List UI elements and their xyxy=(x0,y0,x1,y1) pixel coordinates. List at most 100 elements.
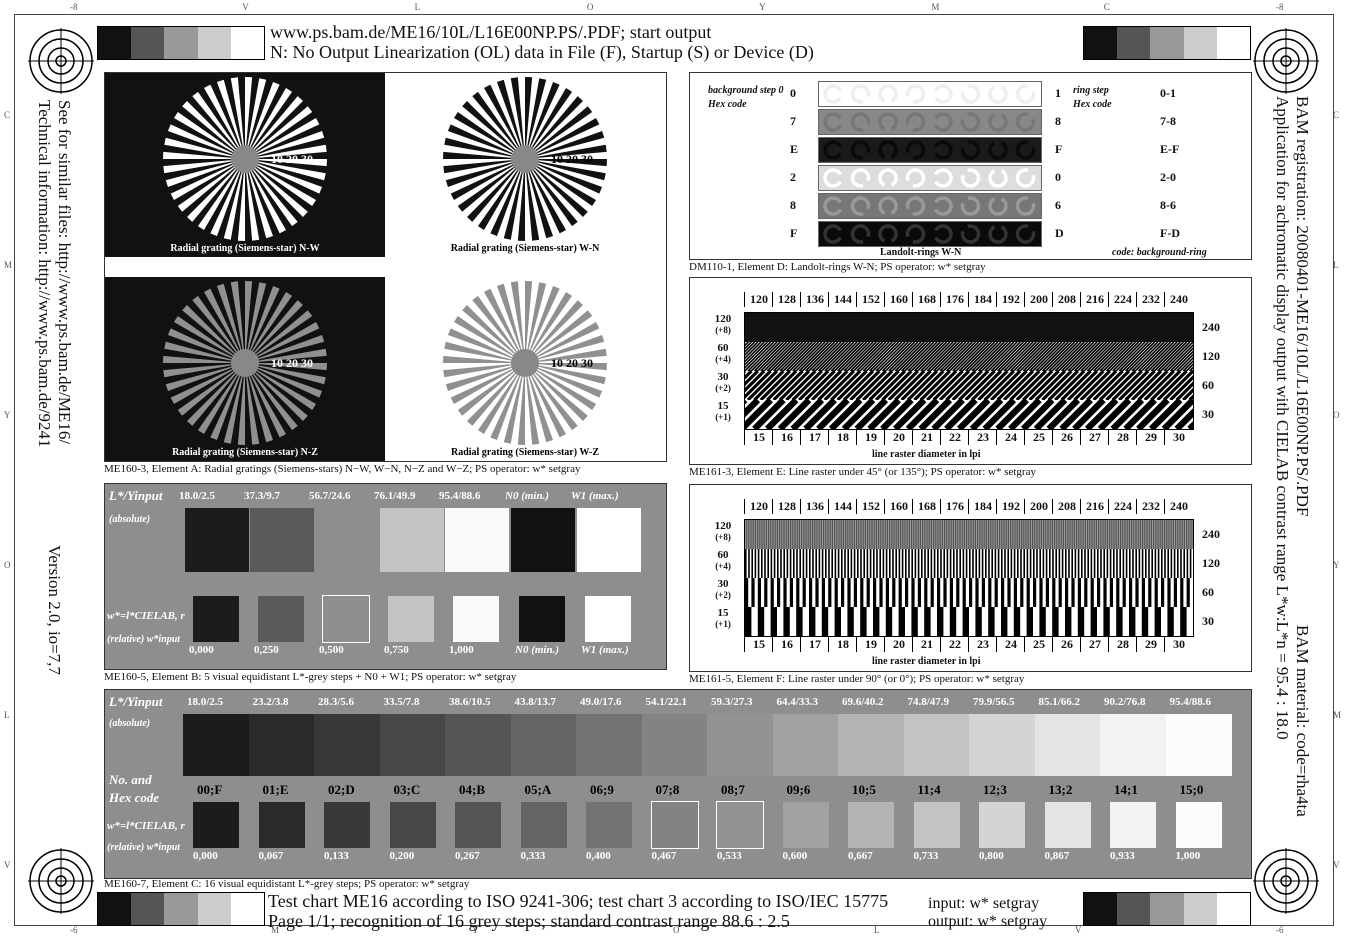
landolt-code: 7-8 xyxy=(1160,114,1176,128)
raster-line xyxy=(821,607,829,636)
star-spoke xyxy=(177,363,245,416)
raster-line xyxy=(962,549,965,578)
raster-line xyxy=(757,578,761,607)
grey-step xyxy=(131,27,165,59)
raster-line xyxy=(1077,549,1080,578)
grey-step-wvalue: N0 (min.) xyxy=(515,644,559,656)
grey-step-small xyxy=(1110,802,1156,848)
grey-step-wvalue: 0,750 xyxy=(384,644,409,656)
raster-line xyxy=(780,520,782,549)
raster-line xyxy=(936,341,967,372)
raster-right-label: 30 xyxy=(1202,407,1214,421)
raster-line xyxy=(759,369,791,402)
landolt-row xyxy=(818,137,1042,163)
raster-line xyxy=(783,549,785,578)
star-spoke xyxy=(245,81,280,159)
raster-line xyxy=(1022,341,1053,372)
raster-line xyxy=(1068,520,1070,549)
raster-line xyxy=(985,549,987,578)
star-spoke xyxy=(525,300,583,363)
raster-line xyxy=(993,520,995,549)
landolt-ring xyxy=(905,196,926,216)
raster-line xyxy=(789,341,820,372)
raster-line xyxy=(919,369,951,402)
raster-line xyxy=(1026,578,1030,607)
grey-step-lvalue: 95.4/88.6 xyxy=(439,490,481,502)
raster-line xyxy=(753,520,755,549)
element-b-abs-label: (absolute) xyxy=(109,514,151,525)
star-spoke xyxy=(445,159,525,188)
raster-line xyxy=(968,341,999,372)
raster-line xyxy=(901,549,904,578)
raster-line xyxy=(773,341,804,372)
raster-right-label: 60 xyxy=(1202,378,1214,392)
raster-line xyxy=(1065,549,1067,578)
landolt-ring xyxy=(988,85,1008,104)
raster-line xyxy=(977,369,1009,402)
raster-left-label-sub: (+2) xyxy=(715,383,731,393)
raster-line xyxy=(958,520,960,549)
raster-line xyxy=(889,549,891,578)
ruler-left-mark: Y xyxy=(4,410,11,420)
raster-top-number: 168 xyxy=(912,499,941,514)
raster-line xyxy=(796,578,800,607)
grey-strip-top-left xyxy=(97,26,265,60)
ruler-top-mark: O xyxy=(586,2,594,12)
raster-bottom-number: 25 xyxy=(1024,430,1053,445)
raster-line xyxy=(764,549,766,578)
raster-line xyxy=(1136,397,1170,429)
raster-line xyxy=(1013,520,1015,549)
star-spoke xyxy=(472,295,525,363)
raster-line xyxy=(949,549,952,578)
raster-line xyxy=(1123,520,1125,549)
landolt-ring xyxy=(988,225,1008,244)
raster-line xyxy=(745,578,749,607)
raster-line xyxy=(1149,520,1151,549)
star-spoke xyxy=(477,159,525,231)
raster-line xyxy=(996,369,1028,402)
star-spoke xyxy=(245,96,303,159)
raster-line xyxy=(1189,549,1192,578)
element-d-panel: background step 0 Hex code ring step Hex… xyxy=(689,72,1252,260)
raster-line xyxy=(1020,520,1021,549)
raster-line xyxy=(1015,369,1047,402)
raster-line xyxy=(1065,607,1072,636)
raster-line xyxy=(934,520,936,549)
raster-top-number: 128 xyxy=(772,499,801,514)
raster-line xyxy=(1138,520,1140,549)
raster-line xyxy=(971,520,973,549)
raster-line xyxy=(822,520,823,549)
raster-line xyxy=(881,369,913,402)
raster-bottom-number: 23 xyxy=(968,430,997,445)
raster-line xyxy=(975,549,977,578)
star-spoke xyxy=(445,363,525,392)
raster-line xyxy=(924,578,928,607)
raster-line xyxy=(1103,520,1105,549)
grey-band-step xyxy=(510,714,577,776)
code-label: code: background-ring xyxy=(1112,247,1207,258)
raster-line xyxy=(1010,549,1013,578)
star-spoke xyxy=(237,363,245,445)
raster-line xyxy=(810,369,843,402)
element-f-caption: ME161-5, Element F: Line raster under 90… xyxy=(689,673,1025,685)
raster-line xyxy=(811,341,842,372)
raster-line xyxy=(913,369,945,402)
raster-line xyxy=(1141,520,1142,549)
element-b-caption: ME160-5, Element B: 5 visual equidistant… xyxy=(104,671,517,683)
grey-step-large xyxy=(185,508,249,572)
star-spoke xyxy=(525,281,533,363)
raster-line xyxy=(946,549,949,578)
raster-line xyxy=(1157,341,1188,372)
star-spoke xyxy=(503,363,525,444)
raster-line xyxy=(796,549,798,578)
raster-line xyxy=(773,549,776,578)
grey-band-step xyxy=(1034,714,1101,776)
star-spoke xyxy=(443,363,525,378)
raster-line xyxy=(1048,341,1079,372)
raster-line xyxy=(756,520,757,549)
ruler-left-mark: O xyxy=(4,560,11,570)
grey-band-step xyxy=(379,714,446,776)
raster-line xyxy=(1002,520,1004,549)
raster-line xyxy=(795,341,826,372)
grey-step-wvalue: 1,000 xyxy=(449,644,474,656)
